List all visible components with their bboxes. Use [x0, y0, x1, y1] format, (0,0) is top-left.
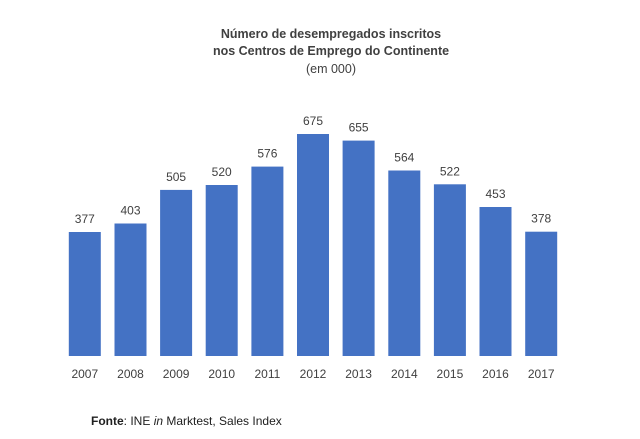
data-label-2014: 564: [394, 151, 414, 165]
bar-2017: [525, 231, 558, 356]
source-note: Fonte: INE in Marktest, Sales Index: [91, 414, 282, 428]
x-tick-labels-group: 2007 2008 2009 2010 2011 2012 2013 2014 2015 2016…: [71, 367, 554, 381]
data-label-2010: 520: [212, 165, 232, 179]
data-label-2016: 453: [485, 187, 505, 201]
data-label-2007: 377: [75, 212, 95, 226]
bar-2008: [114, 223, 147, 356]
data-label-2011: 576: [257, 147, 277, 161]
bar-2012: [297, 134, 329, 356]
chart-title-line-2: nos Centros de Emprego do Continente: [213, 44, 449, 58]
chart-title-line-1: Número de desempregados inscritos: [221, 27, 441, 41]
x-tick-label-2015: 2015: [437, 367, 464, 381]
bar-2009: [160, 189, 193, 356]
source-text-before: INE: [127, 414, 154, 428]
x-tick-label-2011: 2011: [254, 367, 280, 381]
bars-group: [68, 134, 558, 356]
data-label-2008: 403: [120, 204, 140, 218]
x-tick-label-2013: 2013: [345, 367, 372, 381]
x-tick-label-2008: 2008: [117, 367, 144, 381]
x-tick-label-2014: 2014: [391, 367, 418, 381]
data-label-2009: 505: [166, 170, 186, 184]
data-label-2015: 522: [440, 164, 460, 178]
data-labels-group: 377 403 505 520 576 675 655 564 522 453 378: [75, 114, 552, 226]
data-label-2017: 378: [531, 212, 551, 226]
bar-2014: [388, 170, 421, 356]
bar-2007: [68, 232, 101, 356]
bar-2010: [205, 185, 238, 356]
source-separator: :: [123, 414, 128, 428]
bar-2016: [479, 207, 512, 356]
x-tick-label-2009: 2009: [163, 367, 190, 381]
x-tick-label-2007: 2007: [71, 367, 98, 381]
data-label-2013: 655: [349, 121, 369, 135]
x-tick-label-2012: 2012: [300, 367, 327, 381]
source-prefix: Fonte: [91, 414, 124, 428]
source-italic: in: [153, 414, 164, 428]
chart-subtitle: (em 000): [306, 62, 356, 76]
x-tick-label-2010: 2010: [208, 367, 235, 381]
source-text-after: Marktest, Sales Index: [163, 414, 282, 428]
bar-2015: [433, 184, 466, 356]
bar-2013: [342, 140, 375, 356]
x-tick-label-2017: 2017: [528, 367, 555, 381]
data-label-2012: 675: [303, 114, 323, 128]
bar-2011: [251, 166, 284, 356]
x-tick-label-2016: 2016: [482, 367, 509, 381]
